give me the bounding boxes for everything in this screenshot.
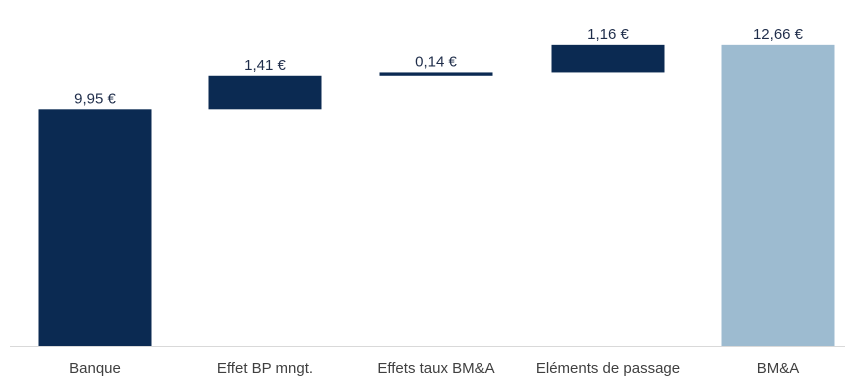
data-label-2: 0,14 €	[415, 53, 457, 70]
category-label-2: Effets taux BM&A	[377, 360, 494, 377]
data-label-4: 12,66 €	[753, 26, 804, 43]
category-label-4: BM&A	[757, 360, 800, 377]
bar-4	[721, 44, 835, 346]
data-label-3: 1,16 €	[587, 26, 629, 43]
category-label-0: Banque	[69, 360, 121, 377]
category-label-1: Effet BP mngt.	[217, 360, 313, 377]
bar-0	[38, 109, 152, 346]
data-labels-layer: 9,95 € 1,41 € 0,14 € 1,16 € 12,66 €	[74, 26, 804, 107]
category-label-3: Eléments de passage	[536, 360, 680, 377]
bar-2	[379, 72, 493, 76]
category-labels-layer: Banque Effet BP mngt. Effets taux BM&A Elém…	[69, 360, 799, 377]
bar-3	[551, 44, 665, 73]
bars-layer	[38, 44, 835, 346]
data-label-0: 9,95 €	[74, 90, 116, 107]
bar-1	[208, 75, 322, 110]
data-label-1: 1,41 €	[244, 57, 286, 74]
